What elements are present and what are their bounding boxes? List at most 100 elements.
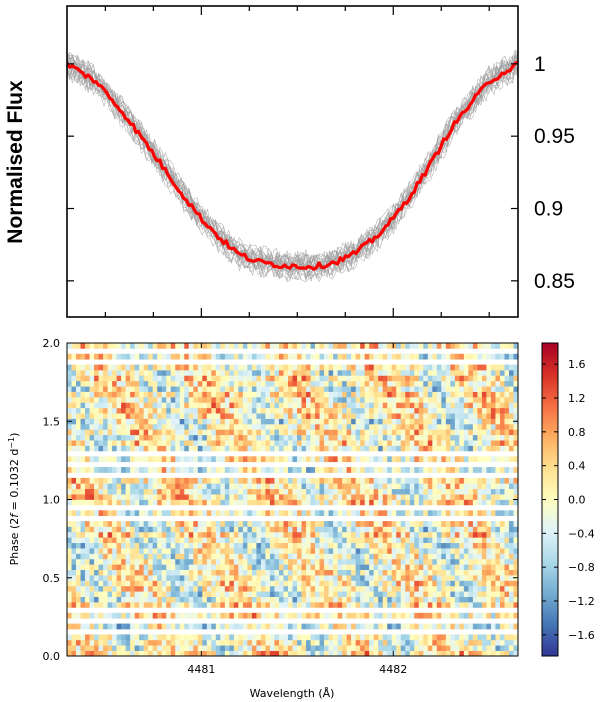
heatmap-cell xyxy=(269,521,275,527)
heatmap-cell xyxy=(260,558,266,565)
heatmap-cell xyxy=(274,483,280,490)
heatmap-cell xyxy=(436,585,442,592)
heatmap-cell xyxy=(188,650,194,657)
heatmap-cell xyxy=(238,585,244,592)
heatmap-cell xyxy=(229,369,235,376)
heatmap-cell xyxy=(229,580,235,587)
heatmap-cell xyxy=(206,407,212,414)
heatmap-cell xyxy=(351,364,356,371)
heatmap-cell xyxy=(170,639,176,646)
heatmap-cell xyxy=(400,526,406,533)
heatmap-cell xyxy=(130,353,135,360)
heatmap-cell xyxy=(247,575,253,581)
heatmap-cell xyxy=(364,602,370,608)
heatmap-cell xyxy=(477,407,483,414)
heatmap-cell xyxy=(346,548,352,554)
heatmap-cell xyxy=(125,369,131,376)
heatmap-cell xyxy=(94,418,99,425)
heatmap-cell xyxy=(256,380,262,387)
heatmap-cell xyxy=(306,650,311,657)
heatmap-cell xyxy=(423,526,429,533)
heatmap-cell xyxy=(139,612,145,619)
heatmap-cell xyxy=(134,343,140,349)
heatmap-cell xyxy=(346,353,352,360)
heatmap-cell xyxy=(130,531,135,538)
heatmap-cell xyxy=(206,445,212,452)
heatmap-cell xyxy=(130,407,135,414)
heatmap-cell xyxy=(333,445,338,452)
heatmap-cell xyxy=(251,596,257,603)
heatmap-cell xyxy=(436,531,442,538)
heatmap-cell xyxy=(409,429,415,436)
heatmap-cell xyxy=(364,413,370,419)
heatmap-cell xyxy=(287,645,293,651)
heatmap-cell xyxy=(265,413,271,419)
heatmap-cell xyxy=(76,391,81,398)
heatmap-cell xyxy=(269,569,275,576)
heatmap-cell xyxy=(472,429,478,436)
heatmap-cell xyxy=(441,386,447,392)
heatmap-cell xyxy=(85,445,90,452)
heatmap-cell xyxy=(76,483,81,490)
heatmap-cell xyxy=(116,645,122,651)
heatmap-cell xyxy=(278,407,284,414)
heatmap-cell xyxy=(265,440,271,446)
heatmap-cell xyxy=(508,564,514,571)
heatmap-cell xyxy=(238,483,244,490)
heatmap-cell xyxy=(139,639,145,646)
heatmap-cell xyxy=(193,413,199,419)
bottom-x-tick-label: 4482 xyxy=(379,663,407,676)
heatmap-cell xyxy=(274,564,280,571)
heatmap-cell xyxy=(143,445,149,452)
heatmap-cell xyxy=(143,499,149,506)
heatmap-cell xyxy=(157,575,163,581)
heatmap-cell xyxy=(301,526,307,533)
heatmap-cell xyxy=(306,488,311,495)
heatmap-cell xyxy=(382,402,388,409)
heatmap-cell xyxy=(161,423,167,430)
heatmap-cell xyxy=(202,612,208,619)
colorbar-tick-label: 1.2 xyxy=(568,392,586,405)
heatmap-cell xyxy=(166,553,172,560)
heatmap-cell xyxy=(287,526,293,533)
heatmap-cell xyxy=(161,537,167,544)
heatmap-cell xyxy=(242,456,248,463)
heatmap-cell xyxy=(373,612,379,619)
heatmap-cell xyxy=(215,494,221,500)
heatmap-cell xyxy=(441,380,447,387)
spectrum-line xyxy=(67,52,518,268)
heatmap-cell xyxy=(89,585,95,592)
heatmap-cell xyxy=(373,353,379,360)
heatmap-cell xyxy=(337,488,343,495)
heatmap-cell xyxy=(481,612,487,619)
heatmap-cell xyxy=(463,548,469,554)
heatmap-cell xyxy=(202,553,208,560)
spectrum-line xyxy=(67,68,518,283)
heatmap-cell xyxy=(292,531,298,538)
heatmap-cell xyxy=(278,343,284,349)
heatmap-cell xyxy=(265,569,271,576)
heatmap-cell xyxy=(459,591,465,597)
heatmap-cell xyxy=(148,488,154,495)
heatmap-cell xyxy=(436,591,442,597)
heatmap-cell xyxy=(188,564,194,571)
heatmap-cell xyxy=(202,585,208,592)
heatmap-cell xyxy=(436,510,442,517)
heatmap-cell xyxy=(193,634,199,641)
heatmap-cell xyxy=(220,553,226,560)
heatmap-cell xyxy=(85,526,90,533)
heatmap-cell xyxy=(400,521,406,527)
heatmap-cell xyxy=(360,580,366,587)
heatmap-cell xyxy=(337,548,343,554)
heatmap-cell xyxy=(360,537,366,544)
heatmap-cell xyxy=(355,483,361,490)
heatmap-cell xyxy=(418,494,424,500)
heatmap-cell xyxy=(193,521,199,527)
heatmap-cell xyxy=(450,391,456,398)
heatmap-cell xyxy=(238,542,244,549)
heatmap-cell xyxy=(287,429,293,436)
heatmap-cell xyxy=(157,580,163,587)
heatmap-cell xyxy=(427,418,433,425)
heatmap-cell xyxy=(427,343,433,349)
heatmap-cell xyxy=(278,364,284,371)
